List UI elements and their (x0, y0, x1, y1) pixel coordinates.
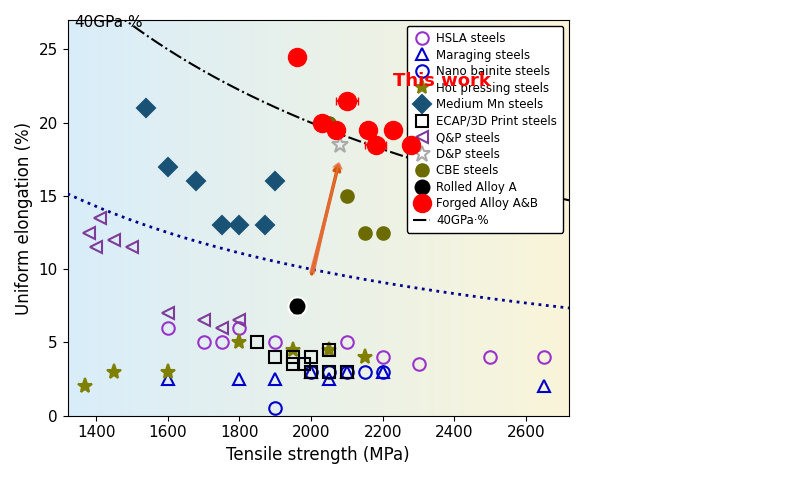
Text: 40GPa·%: 40GPa·% (74, 15, 143, 31)
Y-axis label: Uniform elongation (%): Uniform elongation (%) (15, 121, 33, 315)
Legend: HSLA steels, Maraging steels, Nano bainite steels, Hot pressing steels, Medium M: HSLA steels, Maraging steels, Nano baini… (407, 26, 563, 233)
X-axis label: Tensile strength (MPa): Tensile strength (MPa) (226, 446, 410, 464)
Text: This work: This work (394, 72, 491, 90)
